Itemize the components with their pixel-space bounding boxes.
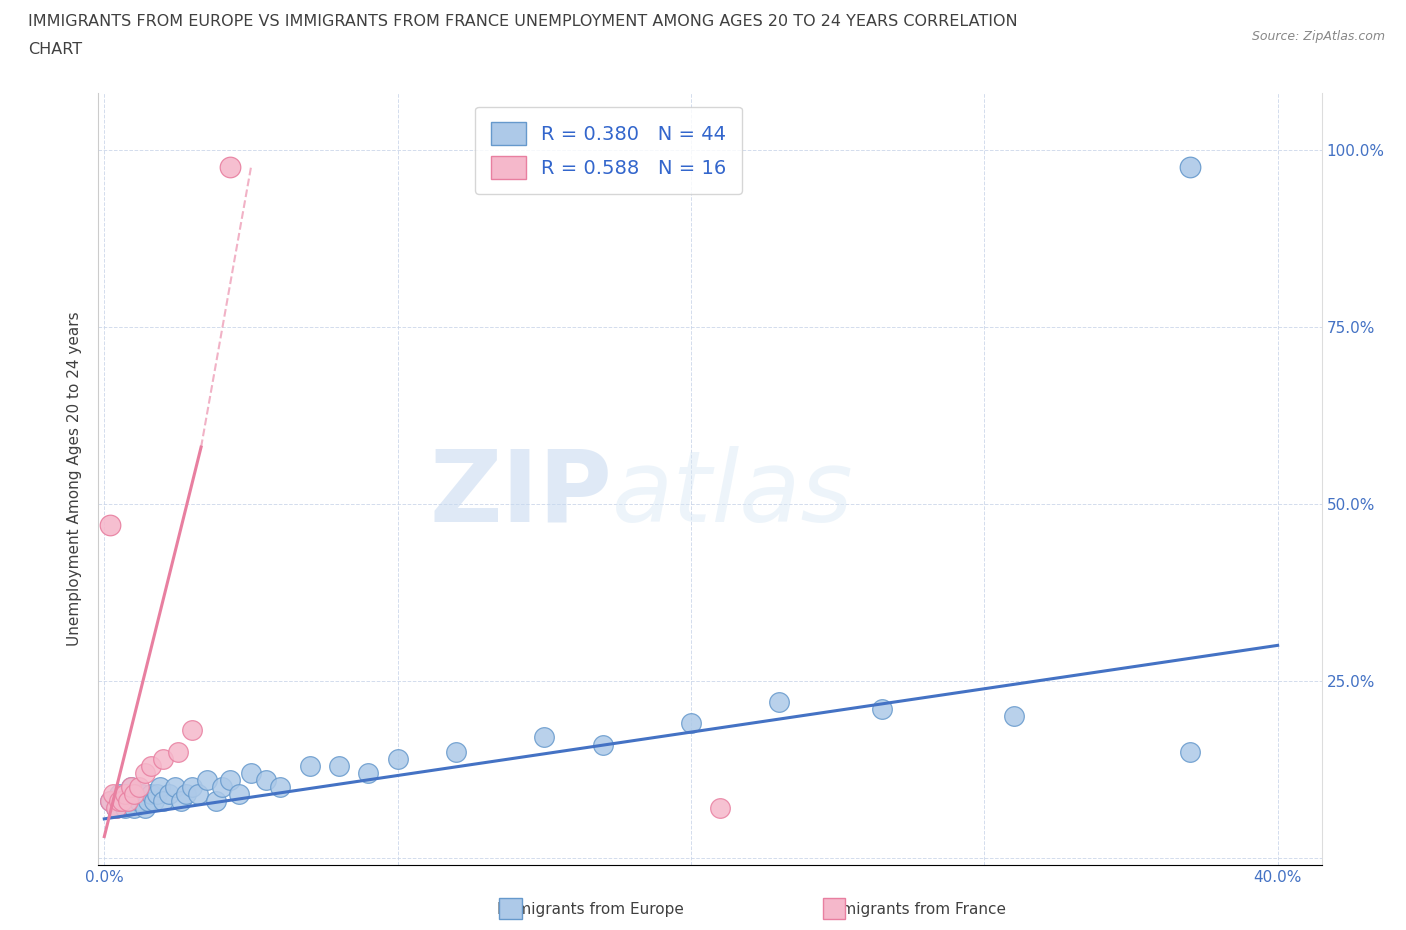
Legend: R = 0.380   N = 44, R = 0.588   N = 16: R = 0.380 N = 44, R = 0.588 N = 16 xyxy=(475,107,742,194)
Point xyxy=(592,737,614,752)
Point xyxy=(128,779,150,794)
Text: IMMIGRANTS FROM EUROPE VS IMMIGRANTS FROM FRANCE UNEMPLOYMENT AMONG AGES 20 TO 2: IMMIGRANTS FROM EUROPE VS IMMIGRANTS FRO… xyxy=(28,14,1018,29)
Point xyxy=(768,695,790,710)
Point xyxy=(169,793,191,808)
Point xyxy=(1178,160,1201,175)
Point xyxy=(146,787,169,802)
Text: ZIP: ZIP xyxy=(429,445,612,543)
Point xyxy=(152,793,174,808)
Point xyxy=(679,716,702,731)
Point xyxy=(111,793,134,808)
Point xyxy=(120,779,142,794)
Point xyxy=(136,793,159,808)
Point xyxy=(204,793,226,808)
Point xyxy=(122,787,145,802)
Point xyxy=(143,793,166,808)
Point xyxy=(117,793,139,808)
Point xyxy=(131,787,153,802)
Point xyxy=(239,765,262,780)
Point xyxy=(134,801,156,816)
Point xyxy=(134,765,156,780)
Point xyxy=(870,701,893,716)
Text: Immigrants from France: Immigrants from France xyxy=(823,902,1005,917)
Point xyxy=(163,779,186,794)
Point xyxy=(111,793,134,808)
Point xyxy=(105,801,128,816)
Text: Source: ZipAtlas.com: Source: ZipAtlas.com xyxy=(1251,30,1385,43)
Point xyxy=(157,787,180,802)
Point xyxy=(328,758,350,773)
Point xyxy=(108,787,131,802)
Point xyxy=(98,793,121,808)
Point xyxy=(149,779,172,794)
Point xyxy=(122,801,145,816)
Point xyxy=(254,773,277,788)
Point xyxy=(98,793,121,808)
Point xyxy=(114,787,136,802)
Text: CHART: CHART xyxy=(28,42,82,57)
Point xyxy=(152,751,174,766)
Point xyxy=(101,787,124,802)
Point xyxy=(187,787,209,802)
Point xyxy=(141,758,163,773)
Point xyxy=(1002,709,1025,724)
Point xyxy=(105,801,128,816)
Point xyxy=(117,793,139,808)
Point xyxy=(228,787,250,802)
Point xyxy=(98,517,121,532)
Point xyxy=(446,744,468,759)
Point xyxy=(357,765,380,780)
Point xyxy=(709,801,731,816)
Text: Immigrants from Europe: Immigrants from Europe xyxy=(498,902,683,917)
Point xyxy=(211,779,233,794)
Point xyxy=(114,801,136,816)
Point xyxy=(125,787,148,802)
Point xyxy=(298,758,321,773)
Point xyxy=(166,744,188,759)
Text: atlas: atlas xyxy=(612,445,853,543)
Y-axis label: Unemployment Among Ages 20 to 24 years: Unemployment Among Ages 20 to 24 years xyxy=(67,312,83,646)
Point xyxy=(128,793,150,808)
Point xyxy=(176,787,198,802)
Point xyxy=(1178,744,1201,759)
Point xyxy=(219,160,242,175)
Point xyxy=(108,793,131,808)
Point xyxy=(141,787,163,802)
Point xyxy=(533,730,555,745)
Point xyxy=(195,773,218,788)
Point xyxy=(120,779,142,794)
Point xyxy=(181,723,204,737)
Point xyxy=(219,773,242,788)
Point xyxy=(387,751,409,766)
Point xyxy=(269,779,291,794)
Point xyxy=(181,779,204,794)
